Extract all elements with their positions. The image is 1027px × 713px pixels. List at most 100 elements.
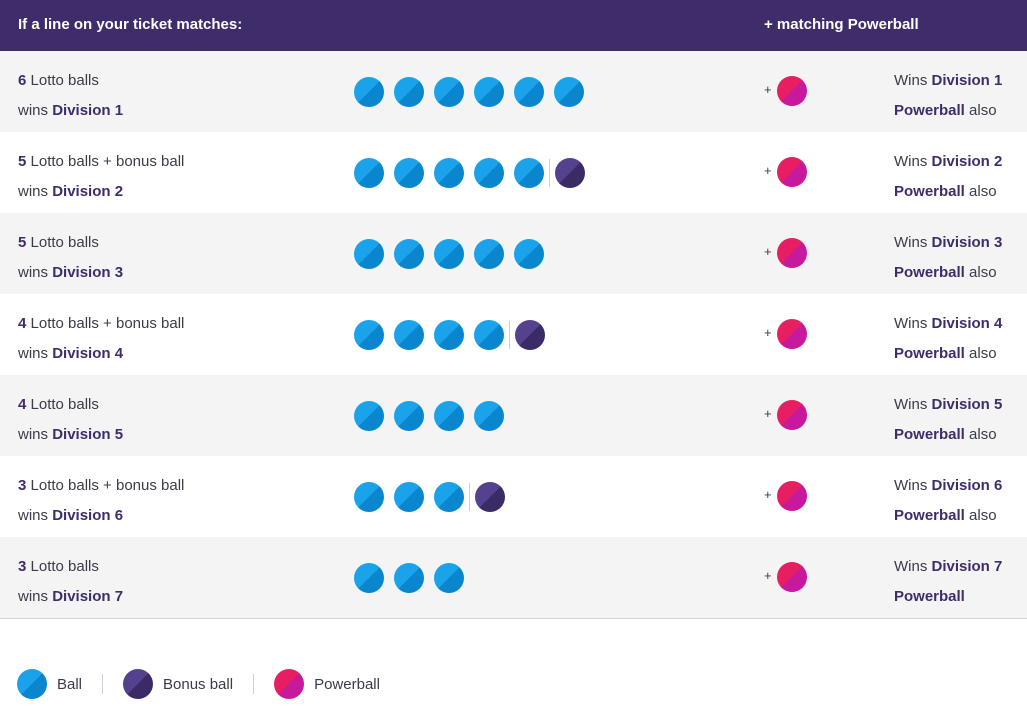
header-matching-powerball: + matching Powerball bbox=[764, 16, 919, 33]
division-label: Division 2 bbox=[931, 153, 1003, 170]
header-ticket-matches: If a line on your ticket matches: bbox=[18, 16, 243, 33]
division-label: Division 2 bbox=[52, 183, 124, 200]
table-row: 6 Lotto balls wins Division 1 + Wins Divisi… bbox=[0, 51, 1027, 132]
ball-icon bbox=[514, 238, 544, 269]
wins-prefix: wins bbox=[18, 264, 53, 281]
wins-prefix: Wins bbox=[894, 477, 932, 494]
ball-icon bbox=[394, 400, 424, 431]
ball-icon bbox=[434, 481, 464, 512]
ball-icon bbox=[514, 157, 544, 188]
ball-group bbox=[354, 76, 594, 107]
powerball-label: Powerball bbox=[894, 507, 965, 524]
ball-group bbox=[354, 238, 554, 269]
plus-sign: + bbox=[764, 406, 772, 421]
ball-group bbox=[354, 481, 505, 512]
also-suffix: also bbox=[964, 426, 997, 443]
ball-count: 3 bbox=[18, 558, 27, 575]
powerball-result: Wins Division 2 Powerball also bbox=[894, 147, 1002, 207]
wins-prefix: wins bbox=[18, 588, 53, 605]
powerball-result: Wins Division 1 Powerball also bbox=[894, 66, 1002, 126]
wins-prefix: wins bbox=[18, 426, 53, 443]
match-text: Lotto balls + bonus ball bbox=[26, 477, 185, 494]
division-label: Division 6 bbox=[931, 477, 1003, 494]
division-label: Division 5 bbox=[52, 426, 124, 443]
ball-icon bbox=[394, 562, 424, 593]
wins-prefix: Wins bbox=[894, 396, 932, 413]
powerball-result: Wins Division 4 Powerball also bbox=[894, 309, 1002, 369]
ball-icon bbox=[354, 481, 384, 512]
division-label: Division 3 bbox=[931, 234, 1003, 251]
legend-separator bbox=[102, 674, 104, 694]
wins-prefix: wins bbox=[18, 183, 53, 200]
division-label: Division 7 bbox=[931, 558, 1003, 575]
bonus-separator bbox=[509, 320, 510, 349]
ball-icon bbox=[354, 238, 384, 269]
ball-icon bbox=[474, 238, 504, 269]
powerball-icon bbox=[777, 157, 807, 187]
ball-icon bbox=[434, 562, 464, 593]
table-header: If a line on your ticket matches: + matc… bbox=[0, 0, 1027, 51]
match-text: Lotto balls + bonus ball bbox=[26, 153, 185, 170]
powerball-label: Powerball bbox=[894, 426, 965, 443]
plus-sign: + bbox=[764, 487, 772, 502]
wins-prefix: Wins bbox=[894, 558, 932, 575]
division-label: Division 1 bbox=[52, 102, 124, 119]
ball-icon bbox=[354, 76, 384, 107]
powerball-result: Wins Division 7 Powerball bbox=[894, 552, 1002, 612]
ball-count: 5 bbox=[18, 234, 27, 251]
ball-icon bbox=[554, 76, 584, 107]
powerball-icon bbox=[777, 319, 807, 349]
match-text: Lotto balls bbox=[26, 558, 99, 575]
ball-icon bbox=[474, 157, 504, 188]
legend-powerball-label: Powerball bbox=[314, 675, 380, 693]
match-description: 4 Lotto balls + bonus ball wins Division … bbox=[18, 309, 184, 369]
wins-prefix: wins bbox=[18, 345, 53, 362]
ball-group bbox=[354, 319, 545, 350]
ball-count: 3 bbox=[18, 477, 27, 494]
ball-icon bbox=[17, 669, 47, 699]
ball-icon bbox=[434, 319, 464, 350]
bonus-ball-icon bbox=[555, 157, 585, 188]
match-text: Lotto balls bbox=[26, 234, 99, 251]
ball-group bbox=[354, 562, 474, 593]
also-suffix: also bbox=[964, 102, 997, 119]
match-description: 4 Lotto balls wins Division 5 bbox=[18, 390, 123, 450]
powerball-label: Powerball bbox=[894, 264, 965, 281]
plus-sign: + bbox=[764, 82, 772, 97]
wins-prefix: Wins bbox=[894, 315, 932, 332]
ball-count: 5 bbox=[18, 153, 27, 170]
wins-prefix: wins bbox=[18, 102, 53, 119]
division-label: Division 3 bbox=[52, 264, 124, 281]
wins-prefix: Wins bbox=[894, 153, 932, 170]
also-suffix: also bbox=[964, 345, 997, 362]
plus-sign: + bbox=[764, 568, 772, 583]
ball-count: 4 bbox=[18, 315, 27, 332]
table-row: 3 Lotto balls + bonus ball wins Division … bbox=[0, 456, 1027, 537]
match-description: 3 Lotto balls + bonus ball wins Division … bbox=[18, 471, 184, 531]
powerball-result: Wins Division 3 Powerball also bbox=[894, 228, 1002, 288]
legend-separator bbox=[253, 674, 255, 694]
powerball-result: Wins Division 6 Powerball also bbox=[894, 471, 1002, 531]
legend-ball-label: Ball bbox=[57, 675, 83, 693]
division-label: Division 4 bbox=[931, 315, 1003, 332]
powerball-icon bbox=[274, 669, 305, 699]
powerball-result: Wins Division 5 Powerball also bbox=[894, 390, 1002, 450]
ball-icon bbox=[394, 319, 424, 350]
legend-bonus-ball-label: Bonus ball bbox=[163, 675, 234, 693]
wins-prefix: wins bbox=[18, 507, 53, 524]
ball-icon bbox=[354, 562, 384, 593]
ball-group bbox=[354, 157, 585, 188]
powerball-label: Powerball bbox=[894, 588, 965, 605]
legend: Ball Bonus ball Powerball bbox=[17, 669, 380, 699]
bonus-ball-icon bbox=[475, 481, 505, 512]
match-description: 3 Lotto balls wins Division 7 bbox=[18, 552, 123, 612]
ball-icon bbox=[434, 400, 464, 431]
ball-icon bbox=[434, 238, 464, 269]
powerball-icon bbox=[777, 481, 807, 511]
match-text: Lotto balls + bonus ball bbox=[26, 315, 185, 332]
plus-sign: + bbox=[764, 163, 772, 178]
division-label: Division 6 bbox=[52, 507, 124, 524]
match-text: Lotto balls bbox=[26, 396, 99, 413]
ball-count: 6 bbox=[18, 72, 27, 89]
table-row: 4 Lotto balls + bonus ball wins Division … bbox=[0, 294, 1027, 375]
